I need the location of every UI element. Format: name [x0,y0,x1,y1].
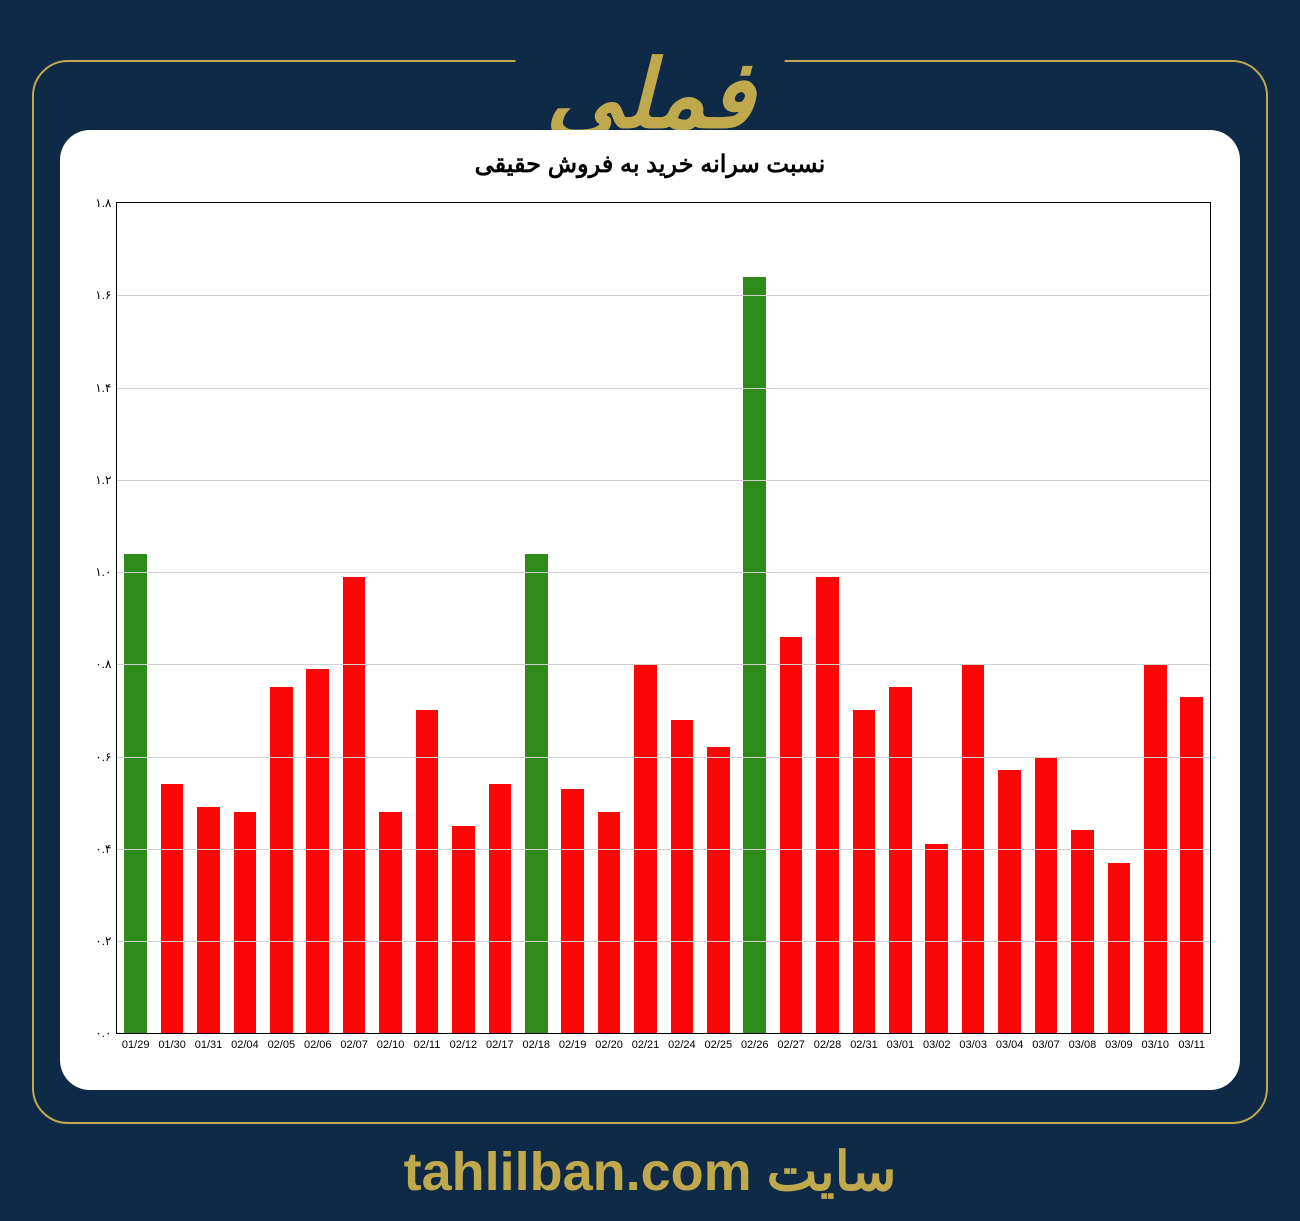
bar [1180,697,1203,1034]
bar [998,770,1021,1033]
x-tick-label: 02/24 [668,1039,696,1051]
footer-prefix: سایت [752,1142,897,1202]
grid-line [117,388,1209,389]
bar [889,687,912,1033]
bar [489,784,512,1033]
bar [707,747,730,1033]
bar [124,554,147,1034]
x-tick-label: 01/29 [122,1039,150,1051]
x-tick-label: 02/31 [850,1039,878,1051]
x-tick-label: 01/31 [195,1039,223,1051]
y-tick-label: ۱.۲ [95,473,111,487]
x-tick-label: 02/12 [450,1039,478,1051]
bar [452,826,475,1034]
bar [1108,863,1131,1034]
x-tick-label: 03/07 [1032,1039,1060,1051]
x-tick-label: 02/05 [268,1039,296,1051]
y-tick-label: ۱.۸ [95,196,111,210]
bar [671,720,694,1034]
x-tick-label: 02/25 [705,1039,733,1051]
footer: سایت tahlilban.com [0,1140,1300,1203]
x-tick-label: 02/26 [741,1039,769,1051]
bar [343,577,366,1034]
footer-site: tahlilban.com [404,1142,752,1202]
bar [1035,757,1058,1034]
x-tick-label: 03/08 [1069,1039,1097,1051]
bar [197,807,220,1033]
bar [270,687,293,1033]
y-tick-label: ۱.۴ [95,381,111,395]
x-tick-label: 03/11 [1178,1039,1205,1051]
x-tick-label: 03/04 [996,1039,1024,1051]
bar [780,637,803,1034]
y-tick-label: ۰.۰ [95,1026,111,1040]
y-tick-label: ۰.۸ [95,657,111,671]
bar [161,784,184,1033]
chart-area: ۰.۰ ۰.۲ ۰.۴ ۰.۶ ۰.۸ ۱.۰ ۱.۲ ۱.۴ ۱.۶ ۱.۸ 01/29 01/30… [80,189,1220,1065]
x-tick-label: 03/01 [887,1039,915,1051]
bar [598,812,621,1033]
x-tick-label: 02/19 [559,1039,587,1051]
bar [416,710,439,1033]
bars-container [117,203,1209,1033]
x-tick-label: 01/30 [158,1039,186,1051]
bar [306,669,329,1033]
x-tick-label: 02/28 [814,1039,842,1051]
chart-card: نسبت سرانه خرید به فروش حقیقی ۰.۰ ۰.۲ ۰.۴ ۰… [60,130,1240,1090]
grid-line [117,480,1209,481]
y-tick-label: ۱.۰ [95,565,111,579]
x-tick-label: 02/18 [522,1039,550,1051]
grid-line [117,849,1209,850]
x-tick-label: 02/07 [340,1039,368,1051]
page-title: فملی [516,48,785,142]
grid-line [117,572,1209,573]
grid-line [117,664,1209,665]
bar [816,577,839,1034]
bar [379,812,402,1033]
bar [853,710,876,1033]
plot-box: ۰.۰۰.۲۰.۴۰.۶۰.۸۱.۰۱.۲۱.۴۱.۶۱.۸01/2901/30… [116,202,1210,1034]
x-tick-label: 02/20 [595,1039,623,1051]
x-tick-label: 02/17 [486,1039,514,1051]
x-tick-label: 02/27 [777,1039,805,1051]
x-tick-label: 03/09 [1105,1039,1133,1051]
y-tick-label: ۰.۲ [95,934,111,948]
x-tick-label: 02/04 [231,1039,259,1051]
bar [234,812,257,1033]
bar [1071,830,1094,1033]
x-tick-label: 02/21 [632,1039,660,1051]
grid-line [117,757,1209,758]
x-tick-label: 03/02 [923,1039,951,1051]
y-tick-label: ۰.۴ [95,842,111,856]
bar [525,554,548,1034]
grid-line [117,295,1209,296]
chart-title: نسبت سرانه خرید به فروش حقیقی [80,150,1220,179]
y-tick-label: ۰.۶ [95,750,111,764]
x-tick-label: 03/10 [1142,1039,1170,1051]
x-tick-label: 02/06 [304,1039,332,1051]
bar [925,844,948,1033]
x-tick-label: 02/11 [414,1039,441,1051]
bar [561,789,584,1033]
y-tick-label: ۱.۶ [95,288,111,302]
x-tick-label: 03/03 [959,1039,987,1051]
grid-line [117,941,1209,942]
x-tick-label: 02/10 [377,1039,405,1051]
bar [743,277,766,1033]
